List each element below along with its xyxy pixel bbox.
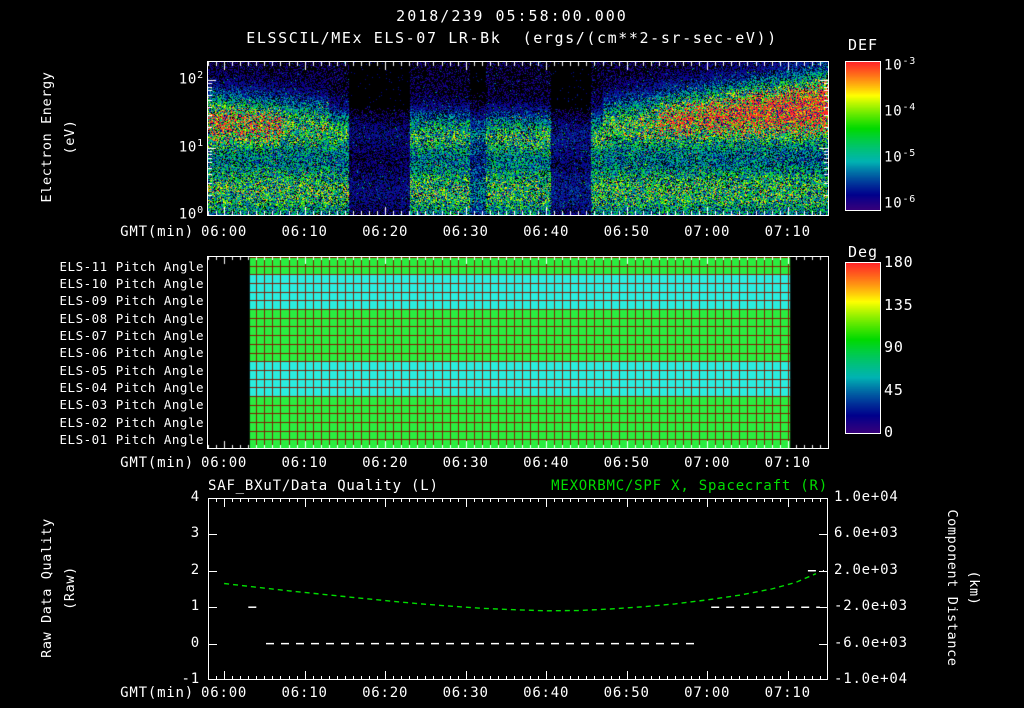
distance-line <box>224 573 817 612</box>
x-tick-label: 07:00 <box>684 455 731 471</box>
page-title: 2018/239 05:58:00.000 <box>396 7 628 25</box>
distance-y-tick-label: -1.0e+04 <box>834 671 908 687</box>
pitch-row-label: ELS-11 Pitch Angle <box>59 258 204 274</box>
x-tick-label: 06:50 <box>603 685 650 701</box>
def-colorbar-tick-label: 10-5 <box>884 148 917 166</box>
quality-y-tick-label: -1 <box>181 671 200 687</box>
quality-y-tick-label: 2 <box>190 561 200 578</box>
distance-y-tick-label: 1.0e+04 <box>834 489 899 505</box>
quality-y-tick-label: 0 <box>190 634 200 651</box>
distance-y-tick-label: 6.0e+03 <box>834 525 899 542</box>
axis-ticks <box>208 498 828 680</box>
x-tick-label: 06:10 <box>281 224 328 240</box>
spectrogram-ylabel-units: (eV) <box>62 119 78 155</box>
def-colorbar-tick-label: 10-3 <box>884 56 917 74</box>
spectrogram-title: ELSSCIL/MEx ELS-07 LR-Bk (ergs/(cm**2-sr… <box>246 29 778 47</box>
pitch-angle-frame <box>207 256 829 449</box>
x-tick-label: 06:40 <box>523 685 570 701</box>
x-tick-label: 06:20 <box>362 685 409 701</box>
quality-plot-ylabel-left-units: (Raw) <box>62 566 78 610</box>
pitch-row-label: ELS-06 Pitch Angle <box>59 345 204 361</box>
deg-colorbar-tick-label: 45 <box>884 380 904 399</box>
x-tick-label: 06:10 <box>281 455 328 471</box>
quality-y-tick-label: 3 <box>190 525 200 542</box>
pitch-xaxis-label: GMT(min) <box>120 455 194 471</box>
x-tick-label: 07:00 <box>684 685 731 701</box>
def-colorbar <box>846 62 880 210</box>
quality-plot-ylabel-left: Raw Data Quality <box>39 518 55 658</box>
x-tick-label: 06:30 <box>442 224 489 240</box>
x-tick-label: 06:40 <box>523 455 570 471</box>
deg-colorbar <box>846 263 880 433</box>
spectro-y-tick-label: 101 <box>178 137 204 156</box>
def-colorbar-tick-label: 10-4 <box>884 102 917 120</box>
x-tick-label: 07:10 <box>764 685 811 701</box>
spectrogram-frame <box>207 61 829 216</box>
def-colorbar-title: DEF <box>848 36 879 54</box>
x-tick-label: 06:30 <box>442 685 489 701</box>
bottom-xaxis-label: GMT(min) <box>120 685 194 701</box>
pitch-row-label: ELS-02 Pitch Angle <box>59 414 204 430</box>
x-tick-label: 07:10 <box>764 455 811 471</box>
spectro-y-tick-label: 102 <box>178 70 204 88</box>
quality-plot-left-title: SAF_BXuT/Data Quality (L) <box>208 478 439 494</box>
distance-y-tick-label: -6.0e+03 <box>834 634 908 651</box>
quality-plot-right-title: MEXORBMC/SPF X, Spacecraft (R) <box>551 478 828 494</box>
pitch-row-label: ELS-04 Pitch Angle <box>59 380 204 396</box>
pitch-row-label: ELS-10 Pitch Angle <box>59 275 204 291</box>
spectro-y-tick-label: 100 <box>178 205 204 223</box>
pitch-angle-image <box>208 257 828 448</box>
x-tick-label: 06:00 <box>201 224 248 240</box>
x-tick-label: 06:00 <box>201 455 248 471</box>
x-tick-label: 07:00 <box>684 224 731 240</box>
deg-colorbar-tick-label: 90 <box>884 338 904 356</box>
x-tick-label: 06:50 <box>603 455 650 471</box>
pitch-row-label: ELS-05 Pitch Angle <box>59 362 204 378</box>
pitch-row-label: ELS-09 Pitch Angle <box>59 293 204 309</box>
x-tick-label: 06:20 <box>362 224 409 240</box>
def-colorbar-tick-label: 10-6 <box>884 194 917 212</box>
x-tick-label: 06:40 <box>523 224 570 240</box>
pitch-row-label: ELS-08 Pitch Angle <box>59 310 204 326</box>
x-tick-label: 06:00 <box>201 685 248 701</box>
x-tick-label: 06:10 <box>281 685 328 701</box>
x-tick-label: 07:10 <box>764 224 811 240</box>
deg-colorbar-frame <box>845 262 881 434</box>
quality-distance-plot <box>208 498 828 680</box>
spectrogram-image <box>208 62 828 215</box>
quality-y-tick-label: 1 <box>190 598 200 615</box>
deg-colorbar-tick-label: 180 <box>884 253 914 271</box>
deg-colorbar-tick-label: 0 <box>884 423 894 441</box>
quality-plot-ylabel-right-units: (km) <box>966 570 982 606</box>
deg-colorbar-tick-label: 135 <box>884 295 914 314</box>
x-tick-label: 06:50 <box>603 224 650 240</box>
pitch-row-label: ELS-03 Pitch Angle <box>59 397 204 413</box>
spectrogram-xaxis-label: GMT(min) <box>120 224 194 240</box>
quality-y-tick-label: 4 <box>190 489 200 505</box>
x-tick-label: 06:20 <box>362 455 409 471</box>
distance-y-tick-label: 2.0e+03 <box>834 561 899 578</box>
distance-y-tick-label: -2.0e+03 <box>834 598 908 615</box>
def-colorbar-frame <box>845 61 881 211</box>
pitch-row-label: ELS-07 Pitch Angle <box>59 327 204 343</box>
quality-plot-ylabel-right: Component Distance <box>944 509 960 667</box>
deg-colorbar-title: Deg <box>848 243 879 261</box>
plot-frame <box>208 498 828 680</box>
spectrogram-ylabel: Electron Energy <box>39 71 55 203</box>
x-tick-label: 06:30 <box>442 455 489 471</box>
pitch-row-label: ELS-01 Pitch Angle <box>59 432 204 448</box>
